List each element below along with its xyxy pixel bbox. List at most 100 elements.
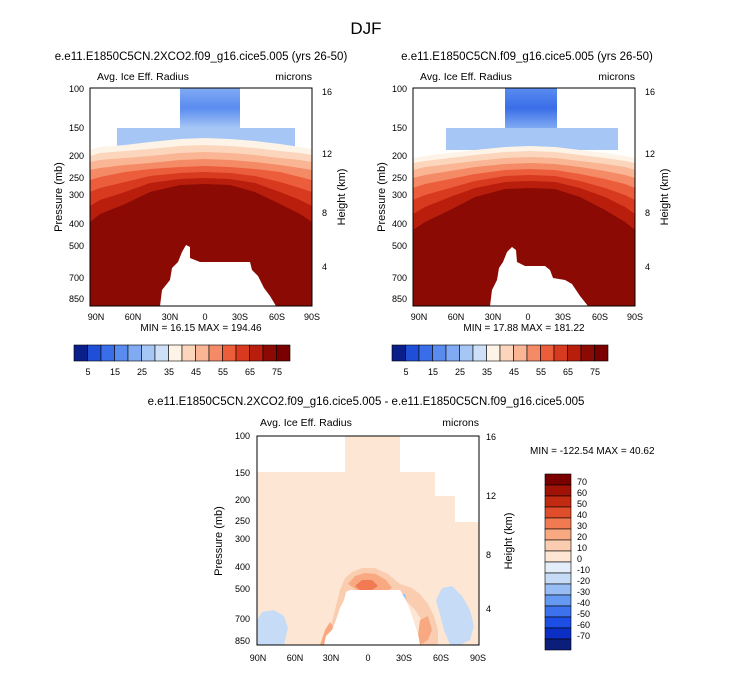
colorbar (73, 344, 291, 362)
x-tick-label: 30N (485, 312, 502, 322)
height-tick-label: 12 (322, 149, 332, 159)
colorbar-label: 50 (577, 499, 587, 509)
colorbar-label: 35 (482, 367, 492, 377)
y-tick-label: 400 (392, 219, 407, 229)
y-tick-label: 250 (392, 173, 407, 183)
colorbar-label: 65 (245, 367, 255, 377)
colorbar-label: -30 (577, 587, 590, 597)
colorbar-label: 55 (536, 367, 546, 377)
y-tick-label: 250 (69, 173, 84, 183)
y-axis-ticks: 100 150 200 250 300 400 500 700 850 (235, 431, 250, 646)
panel-title: e.e11.E1850C5CN.f09_g16.cice5.005 (yrs 2… (401, 51, 653, 63)
colorbar-swatch (594, 344, 609, 362)
colorbar-label: 15 (110, 367, 120, 377)
height-ticks: 16 12 8 4 (645, 87, 655, 272)
x-axis-ticks: 90N 60N 30N 0 30S 60S 90S (88, 312, 320, 322)
topography-mask (324, 590, 420, 645)
colorbar-label: 75 (590, 367, 600, 377)
colorbar-swatch (459, 344, 474, 362)
y-axis-label: Pressure (mb) (53, 162, 65, 232)
topography-mask (160, 245, 276, 306)
y-tick-label: 700 (392, 273, 407, 283)
diff-layer-neg-north (257, 610, 288, 645)
x-tick-label: 90N (88, 312, 105, 322)
y-tick-label: 250 (235, 516, 250, 526)
colorbar-swatch (544, 616, 572, 629)
panel-difference: e.e11.E1850C5CN.2XCO2.f09_g16.cice5.005 … (148, 396, 655, 663)
colorbar-swatch (486, 344, 501, 362)
height-tick-label: 16 (645, 87, 655, 97)
min-max-stats: MIN = 17.88 MAX = 181.22 (463, 323, 585, 334)
colorbar-label: 15 (428, 367, 438, 377)
min-max-stats: MIN = -122.54 MAX = 40.62 (530, 446, 655, 457)
colorbar-swatch (544, 495, 572, 508)
right-string: microns (598, 71, 635, 83)
colorbar-label: 25 (455, 367, 465, 377)
x-tick-label: 60N (125, 312, 142, 322)
y-tick-label: 500 (235, 584, 250, 594)
colorbar-labels: 5 15 25 35 45 55 65 75 (403, 367, 600, 377)
y-tick-label: 100 (392, 84, 407, 94)
colorbar-swatch (472, 344, 487, 362)
panel-2xco2: e.e11.E1850C5CN.2XCO2.f09_g16.cice5.005 … (53, 51, 348, 377)
colorbar-label: -60 (577, 620, 590, 630)
diff-layer-neg-south (436, 586, 474, 645)
y-tick-label: 200 (392, 151, 407, 161)
heat-layer-11 (413, 188, 635, 306)
height-tick-label: 4 (645, 262, 650, 272)
colorbar-swatch (100, 344, 115, 362)
height-tick-label: 12 (645, 149, 655, 159)
colorbar-swatch (391, 344, 406, 362)
colorbar-label: 70 (577, 477, 587, 487)
colorbar-swatch (168, 344, 183, 362)
colorbar-swatch (544, 583, 572, 596)
colorbar-swatch (208, 344, 223, 362)
colorbar-label: -70 (577, 631, 590, 641)
x-tick-label: 60N (287, 653, 304, 663)
height-tick-label: 12 (486, 491, 496, 501)
height-tick-label: 16 (322, 87, 332, 97)
colorbar-swatch (73, 344, 88, 362)
colorbar-swatch (544, 605, 572, 618)
colorbar-label: 30 (577, 521, 587, 531)
x-axis-ticks: 90N 60N 30N 0 30S 60S 90S (250, 653, 486, 663)
y-tick-label: 850 (69, 294, 84, 304)
y-tick-label: 850 (392, 294, 407, 304)
y-axis-label: Pressure (mb) (213, 506, 225, 576)
colorbar-label: 5 (85, 367, 90, 377)
colorbar-swatch (432, 344, 447, 362)
colorbar-swatch (540, 344, 555, 362)
y-tick-label: 100 (235, 431, 250, 441)
colorbar-label: 65 (563, 367, 573, 377)
y-tick-label: 300 (392, 190, 407, 200)
colorbar-label: -20 (577, 576, 590, 586)
colorbar-swatch (235, 344, 250, 362)
y-tick-label: 150 (235, 468, 250, 478)
colorbar-swatch (222, 344, 237, 362)
x-tick-label: 90N (250, 653, 267, 663)
colorbar-swatch (544, 506, 572, 519)
y-tick-label: 300 (69, 190, 84, 200)
right-axis-label: Height (km) (659, 169, 671, 226)
x-tick-label: 0 (525, 312, 530, 322)
x-tick-label: 60S (592, 312, 608, 322)
colorbar-label: 25 (137, 367, 147, 377)
colorbar-label: 0 (577, 554, 582, 564)
colorbar-label: 35 (164, 367, 174, 377)
colorbar-swatch (544, 627, 572, 640)
left-string: Avg. Ice Eff. Radius (260, 417, 352, 429)
x-tick-label: 90S (627, 312, 643, 322)
colorbar-label: 5 (403, 367, 408, 377)
colorbar-swatch (276, 344, 291, 362)
colorbar-swatch (544, 638, 572, 651)
topography-mask (490, 247, 588, 306)
x-tick-label: 30S (232, 312, 248, 322)
colorbar-swatch (544, 528, 572, 541)
colorbar-swatch (445, 344, 460, 362)
colorbar-label: 75 (272, 367, 282, 377)
colorbar-label: -50 (577, 609, 590, 619)
colorbar-swatch (181, 344, 196, 362)
colorbar-swatch (544, 517, 572, 530)
colorbar-swatch (544, 561, 572, 574)
